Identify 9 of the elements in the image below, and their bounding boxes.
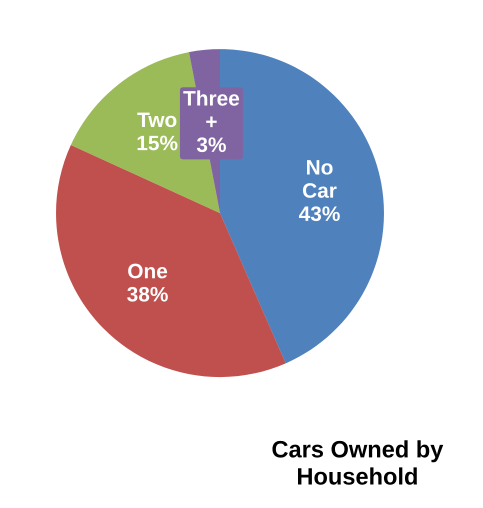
data-label: 43% [298, 206, 340, 222]
slice-label: No Car [303, 160, 337, 198]
slice-label: One [128, 264, 168, 278]
slice-label: Two [137, 112, 176, 128]
slice-label: Three + [183, 90, 240, 128]
data-label: 15% [138, 136, 178, 150]
data-label: 38% [127, 286, 168, 302]
data-label: 3% [196, 137, 226, 152]
text: Cars Owned by Household [272, 440, 444, 485]
